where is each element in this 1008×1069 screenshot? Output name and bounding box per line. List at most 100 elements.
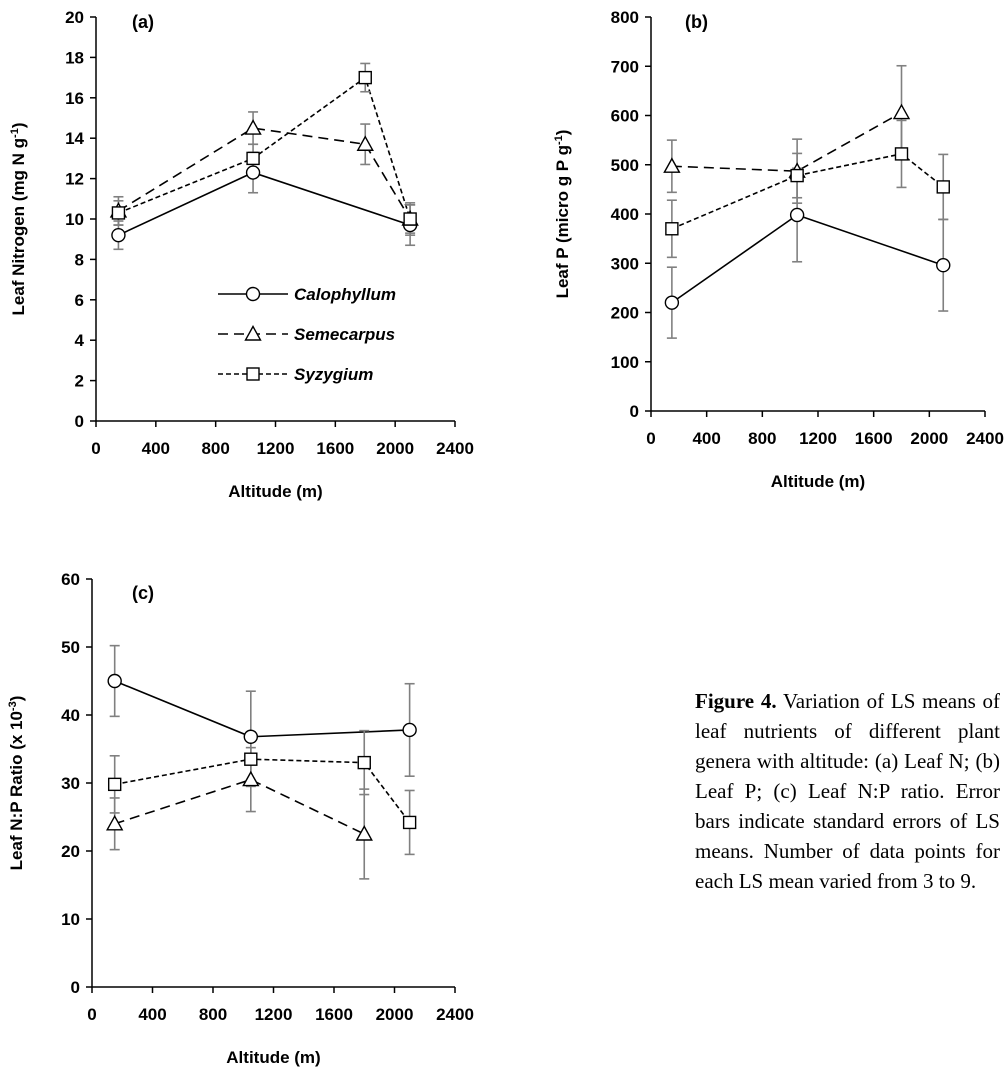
legend-label-semecarpus: Semecarpus [294, 325, 395, 344]
panel-c-label: (c) [132, 583, 154, 603]
panel-b-y-tick-label: 700 [611, 57, 639, 76]
panel-b-point-calophyllum [664, 295, 680, 310]
panel-c-point-calophyllum [402, 722, 417, 738]
panel-c-y-tick-label: 10 [61, 910, 80, 929]
panel-c-y-tick-label: 30 [61, 774, 80, 793]
panel-a-y-tick-label: 16 [65, 89, 84, 108]
panel-a-x-axis-title: Altitude (m) [228, 482, 322, 501]
panel-c-point-semecarpus [105, 814, 124, 831]
panel-a-y-tick-label: 4 [75, 331, 85, 350]
panel-c-point-syzygium [107, 777, 122, 792]
panel-c-series-line-syzygium [114, 758, 411, 823]
panel-c-x-tick-label: 0 [87, 1005, 96, 1024]
panel-a-series-line-semecarpus [118, 127, 411, 220]
caption-text: Variation of LS means of leaf nutrients … [695, 689, 1000, 893]
panel-c-point-syzygium [357, 755, 371, 770]
panel-c-point-semecarpus [355, 825, 373, 841]
panel-c-series-line-calophyllum [114, 680, 410, 738]
panel-a-x-tick-label: 1600 [316, 439, 354, 458]
panel-b-y-tick-label: 400 [611, 205, 639, 224]
legend-label-calophyllum: Calophyllum [294, 285, 396, 304]
panel-c-x-tick-label: 1600 [315, 1005, 353, 1024]
figure-caption: Figure 4. Variation of LS means of leaf … [695, 686, 1000, 896]
panel-b-point-calophyllum [789, 207, 805, 223]
panel-c-y-tick-label: 50 [61, 638, 80, 657]
legend-marker-calophyllum [245, 286, 261, 302]
panel-b-point-semecarpus [663, 157, 681, 173]
caption-label: Figure 4. [695, 689, 777, 713]
panel-a-point-syzygium [246, 151, 260, 166]
panel-b-x-tick-label: 2000 [910, 429, 948, 448]
panel-a-y-axis-title: Leaf Nitrogen (mg N g-1) [9, 122, 28, 315]
panel-b-point-syzygium [790, 168, 804, 183]
panel-a-x-tick-label: 1200 [257, 439, 295, 458]
panel-c-point-semecarpus [242, 770, 260, 787]
panel-b-point-syzygium [894, 147, 909, 161]
panel-c-point-syzygium [244, 752, 258, 766]
panel-b-x-tick-label: 800 [748, 429, 776, 448]
panel-c-y-tick-label: 20 [61, 842, 80, 861]
panel-b-y-tick-label: 200 [611, 304, 639, 323]
panel-a-x-tick-label: 800 [201, 439, 229, 458]
panel-a-point-calophyllum [245, 165, 261, 180]
panel-b-y-tick-label: 100 [611, 353, 639, 372]
panel-a-point-calophyllum [111, 227, 126, 243]
panel-c-x-tick-label: 1200 [255, 1005, 293, 1024]
panel-b-y-tick-label: 600 [611, 107, 639, 126]
panel-c-point-calophyllum [107, 673, 122, 689]
panel-c-point-calophyllum [243, 729, 259, 744]
panel-a-label: (a) [132, 12, 154, 32]
panel-a-point-syzygium [403, 212, 417, 226]
panel-b-point-semecarpus [892, 103, 911, 120]
panel-c-x-tick-label: 400 [138, 1005, 166, 1024]
panel-a-y-tick-label: 2 [75, 372, 84, 391]
panel-c-x-axis-title: Altitude (m) [226, 1048, 320, 1067]
panel-a-series-line-calophyllum [118, 171, 411, 236]
panel-a-y-tick-label: 12 [65, 170, 84, 189]
panel-b-x-tick-label: 400 [692, 429, 720, 448]
legend-marker-semecarpus [244, 325, 262, 341]
panel-b-series-line-semecarpus [671, 111, 902, 172]
panel-a-y-tick-label: 18 [65, 48, 84, 67]
panel-b-y-tick-label: 500 [611, 156, 639, 175]
panel-b-series-line-syzygium [671, 153, 944, 230]
panel-c-series-line-semecarpus [114, 778, 365, 835]
panel-c-x-tick-label: 2000 [376, 1005, 414, 1024]
legend-label-syzygium: Syzygium [294, 365, 373, 384]
legend-marker-syzygium [246, 367, 260, 381]
panel-c-point-syzygium [402, 815, 417, 830]
panel-a-point-syzygium [358, 70, 372, 85]
panel-b-y-tick-label: 800 [611, 8, 639, 27]
panel-a-x-tick-label: 0 [91, 439, 100, 458]
panel-b-y-tick-label: 0 [630, 402, 639, 421]
panel-b-point-syzygium [665, 222, 679, 236]
panel-a-x-tick-label: 2000 [376, 439, 414, 458]
panel-b-x-tick-label: 1200 [799, 429, 837, 448]
panel-b-x-tick-label: 2400 [966, 429, 1004, 448]
panel-c-y-tick-label: 0 [71, 978, 80, 997]
panel-b-x-tick-label: 0 [646, 429, 655, 448]
panel-a-y-tick-label: 10 [65, 210, 84, 229]
panel-a-point-semecarpus [244, 119, 262, 135]
panel-b-x-tick-label: 1600 [855, 429, 893, 448]
panel-b-series-line-calophyllum [671, 214, 944, 304]
panel-a-y-tick-label: 20 [65, 8, 84, 27]
panel-b-point-syzygium [936, 180, 950, 194]
panel-c-x-tick-label: 800 [199, 1005, 227, 1024]
panel-a-y-tick-label: 6 [75, 291, 84, 310]
panel-a-x-tick-label: 400 [142, 439, 170, 458]
panel-a-series-line-syzygium [118, 76, 411, 220]
panel-c-y-axis-title: Leaf N:P Ratio (x 10-3) [7, 696, 26, 871]
panel-a-y-tick-label: 8 [75, 250, 84, 269]
panel-b-y-tick-label: 300 [611, 254, 639, 273]
panel-c-y-tick-label: 60 [61, 570, 80, 589]
panel-b-point-calophyllum [936, 258, 951, 273]
panel-a-point-syzygium [111, 206, 126, 220]
panel-a-x-tick-label: 2400 [436, 439, 474, 458]
panel-a-y-tick-label: 0 [75, 412, 84, 431]
panel-a-point-semecarpus [356, 135, 374, 151]
panel-a-y-tick-label: 14 [65, 129, 84, 148]
panel-c-y-tick-label: 40 [61, 706, 80, 725]
panel-c-x-tick-label: 2400 [436, 1005, 474, 1024]
